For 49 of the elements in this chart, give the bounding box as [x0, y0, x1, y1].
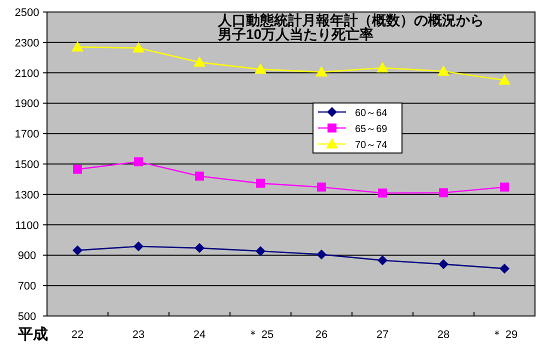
legend-label: 65～69: [355, 124, 388, 135]
point: [438, 259, 448, 270]
point: [317, 182, 326, 192]
y-tick-label: 700: [18, 280, 36, 293]
point: [132, 42, 144, 53]
x-tick-label: 22: [71, 329, 84, 341]
point: [73, 164, 82, 174]
legend-label: 60～64: [355, 108, 388, 119]
x-tick-label: 28: [437, 329, 450, 341]
point: [378, 255, 388, 266]
y-tick-label: 1300: [14, 189, 40, 202]
chart-title: 人口動態統計月報年計（概数）の概況から: [217, 12, 484, 28]
point: [256, 178, 265, 188]
y-tick-label: 900: [18, 250, 36, 262]
point: [254, 63, 266, 74]
point: [72, 40, 84, 52]
point: [376, 62, 388, 72]
point: [316, 66, 328, 77]
point: [439, 188, 448, 198]
legend-label: 70～74: [355, 140, 388, 151]
point: [316, 249, 326, 260]
y-tick-label: 2100: [14, 68, 40, 80]
y-tick-label: 500: [18, 311, 36, 323]
point: [378, 188, 387, 198]
point: [256, 246, 266, 256]
x-tick-label: ＊ 29: [491, 329, 518, 341]
y-tick-label: 1700: [14, 128, 40, 141]
x-tick-label: 23: [132, 329, 145, 341]
y-tick-label: 1500: [14, 159, 40, 171]
point: [498, 74, 510, 85]
x-tick-label: 27: [376, 329, 389, 341]
x-tick-label: 26: [315, 329, 328, 341]
y-tick-label: 1900: [14, 98, 40, 110]
text: 男子10万人当たり死亡率: [217, 26, 374, 42]
x-axis-title: 平成: [17, 326, 48, 343]
y-tick-label: 2300: [14, 37, 40, 50]
point: [194, 56, 206, 67]
point: [72, 245, 82, 256]
point: [438, 65, 450, 76]
y-tick-label: 1100: [15, 220, 39, 232]
point: [194, 243, 204, 254]
point: [500, 182, 509, 192]
point: [195, 172, 204, 181]
y-tick-label: 2500: [14, 7, 40, 19]
x-tick-label: 24: [193, 329, 206, 341]
x-tick-label: ＊ 25: [247, 329, 274, 341]
point: [500, 264, 510, 274]
point: [134, 157, 143, 166]
point: [134, 241, 144, 252]
